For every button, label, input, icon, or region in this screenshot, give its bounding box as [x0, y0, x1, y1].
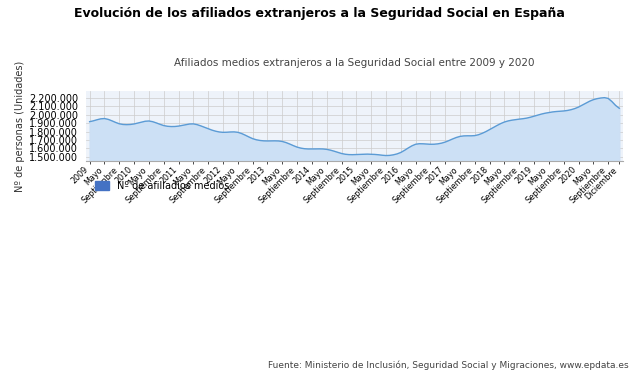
Legend: Nº de afiliadios medios: Nº de afiliadios medios — [91, 177, 234, 195]
Text: Evolución de los afiliados extranjeros a la Seguridad Social en España: Evolución de los afiliados extranjeros a… — [73, 8, 565, 21]
Text: Fuente: Ministerio de Inclusión, Seguridad Social y Migraciones, www.epdata.es: Fuente: Ministerio de Inclusión, Segurid… — [268, 360, 628, 369]
Y-axis label: Nº de personas (Unidades): Nº de personas (Unidades) — [15, 60, 25, 192]
Title: Afiliados medios extranjeros a la Seguridad Social entre 2009 y 2020: Afiliados medios extranjeros a la Seguri… — [174, 58, 535, 68]
